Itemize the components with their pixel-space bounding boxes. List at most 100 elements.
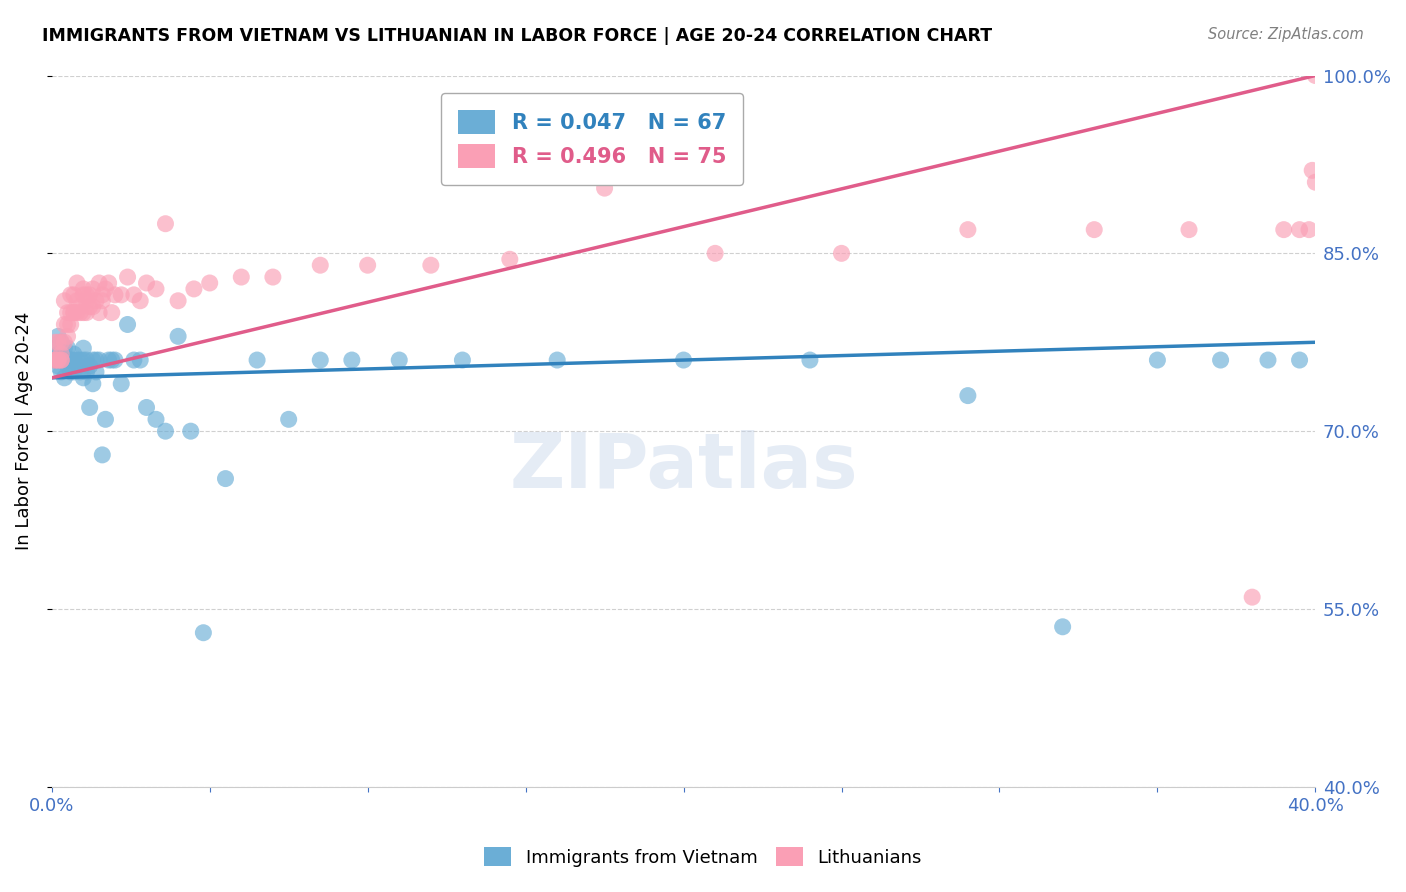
- Point: [704, 246, 727, 260]
- Point: [277, 412, 299, 426]
- Point: [46, 353, 69, 368]
- Point: [956, 389, 979, 403]
- Point: [97, 276, 120, 290]
- Point: [76, 288, 98, 302]
- Point: [799, 353, 821, 368]
- Point: [56, 305, 79, 319]
- Point: [1052, 620, 1074, 634]
- Point: [53, 293, 76, 308]
- Point: [44, 335, 66, 350]
- Point: [69, 353, 91, 368]
- Point: [672, 353, 695, 368]
- Point: [193, 625, 215, 640]
- Point: [51, 335, 73, 350]
- Point: [1305, 69, 1327, 83]
- Point: [59, 353, 82, 368]
- Point: [82, 282, 104, 296]
- Point: [66, 293, 89, 308]
- Point: [46, 359, 69, 373]
- Point: [262, 270, 284, 285]
- Point: [1209, 353, 1232, 368]
- Point: [97, 353, 120, 368]
- Point: [66, 305, 89, 319]
- Point: [53, 341, 76, 355]
- Point: [51, 353, 73, 368]
- Point: [546, 353, 568, 368]
- Point: [135, 401, 157, 415]
- Point: [129, 293, 152, 308]
- Point: [180, 424, 202, 438]
- Point: [155, 424, 177, 438]
- Point: [145, 412, 167, 426]
- Point: [1288, 222, 1310, 236]
- Point: [94, 412, 117, 426]
- Point: [419, 258, 441, 272]
- Point: [76, 365, 98, 379]
- Point: [499, 252, 522, 267]
- Point: [79, 288, 101, 302]
- Point: [82, 300, 104, 314]
- Point: [56, 341, 79, 355]
- Point: [89, 353, 111, 368]
- Point: [84, 293, 107, 308]
- Point: [1301, 163, 1323, 178]
- Point: [72, 341, 94, 355]
- Text: ZIPatlas: ZIPatlas: [509, 430, 858, 504]
- Point: [388, 353, 411, 368]
- Point: [89, 305, 111, 319]
- Point: [104, 353, 127, 368]
- Point: [51, 353, 73, 368]
- Point: [1305, 175, 1327, 189]
- Point: [51, 347, 73, 361]
- Point: [309, 353, 332, 368]
- Point: [63, 347, 86, 361]
- Point: [79, 300, 101, 314]
- Point: [831, 246, 853, 260]
- Point: [100, 353, 122, 368]
- Point: [135, 276, 157, 290]
- Point: [53, 353, 76, 368]
- Point: [129, 353, 152, 368]
- Point: [46, 335, 69, 350]
- Point: [46, 347, 69, 361]
- Point: [1146, 353, 1168, 368]
- Point: [84, 365, 107, 379]
- Point: [63, 365, 86, 379]
- Point: [59, 305, 82, 319]
- Point: [51, 365, 73, 379]
- Point: [72, 288, 94, 302]
- Point: [56, 318, 79, 332]
- Point: [94, 282, 117, 296]
- Point: [69, 305, 91, 319]
- Point: [82, 376, 104, 391]
- Point: [89, 276, 111, 290]
- Point: [145, 282, 167, 296]
- Point: [53, 371, 76, 385]
- Legend: Immigrants from Vietnam, Lithuanians: Immigrants from Vietnam, Lithuanians: [477, 840, 929, 874]
- Y-axis label: In Labor Force | Age 20-24: In Labor Force | Age 20-24: [15, 312, 32, 550]
- Point: [100, 305, 122, 319]
- Point: [198, 276, 221, 290]
- Point: [117, 318, 139, 332]
- Point: [79, 401, 101, 415]
- Point: [76, 305, 98, 319]
- Point: [91, 293, 114, 308]
- Point: [117, 270, 139, 285]
- Point: [593, 181, 616, 195]
- Point: [44, 353, 66, 368]
- Point: [63, 305, 86, 319]
- Point: [51, 353, 73, 368]
- Legend: R = 0.047   N = 67, R = 0.496   N = 75: R = 0.047 N = 67, R = 0.496 N = 75: [441, 93, 744, 185]
- Point: [1298, 222, 1320, 236]
- Point: [167, 329, 190, 343]
- Text: Source: ZipAtlas.com: Source: ZipAtlas.com: [1208, 27, 1364, 42]
- Point: [51, 335, 73, 350]
- Point: [340, 353, 363, 368]
- Point: [59, 365, 82, 379]
- Point: [1257, 353, 1279, 368]
- Point: [44, 341, 66, 355]
- Point: [356, 258, 378, 272]
- Text: IMMIGRANTS FROM VIETNAM VS LITHUANIAN IN LABOR FORCE | AGE 20-24 CORRELATION CHA: IMMIGRANTS FROM VIETNAM VS LITHUANIAN IN…: [42, 27, 993, 45]
- Point: [66, 353, 89, 368]
- Point: [76, 353, 98, 368]
